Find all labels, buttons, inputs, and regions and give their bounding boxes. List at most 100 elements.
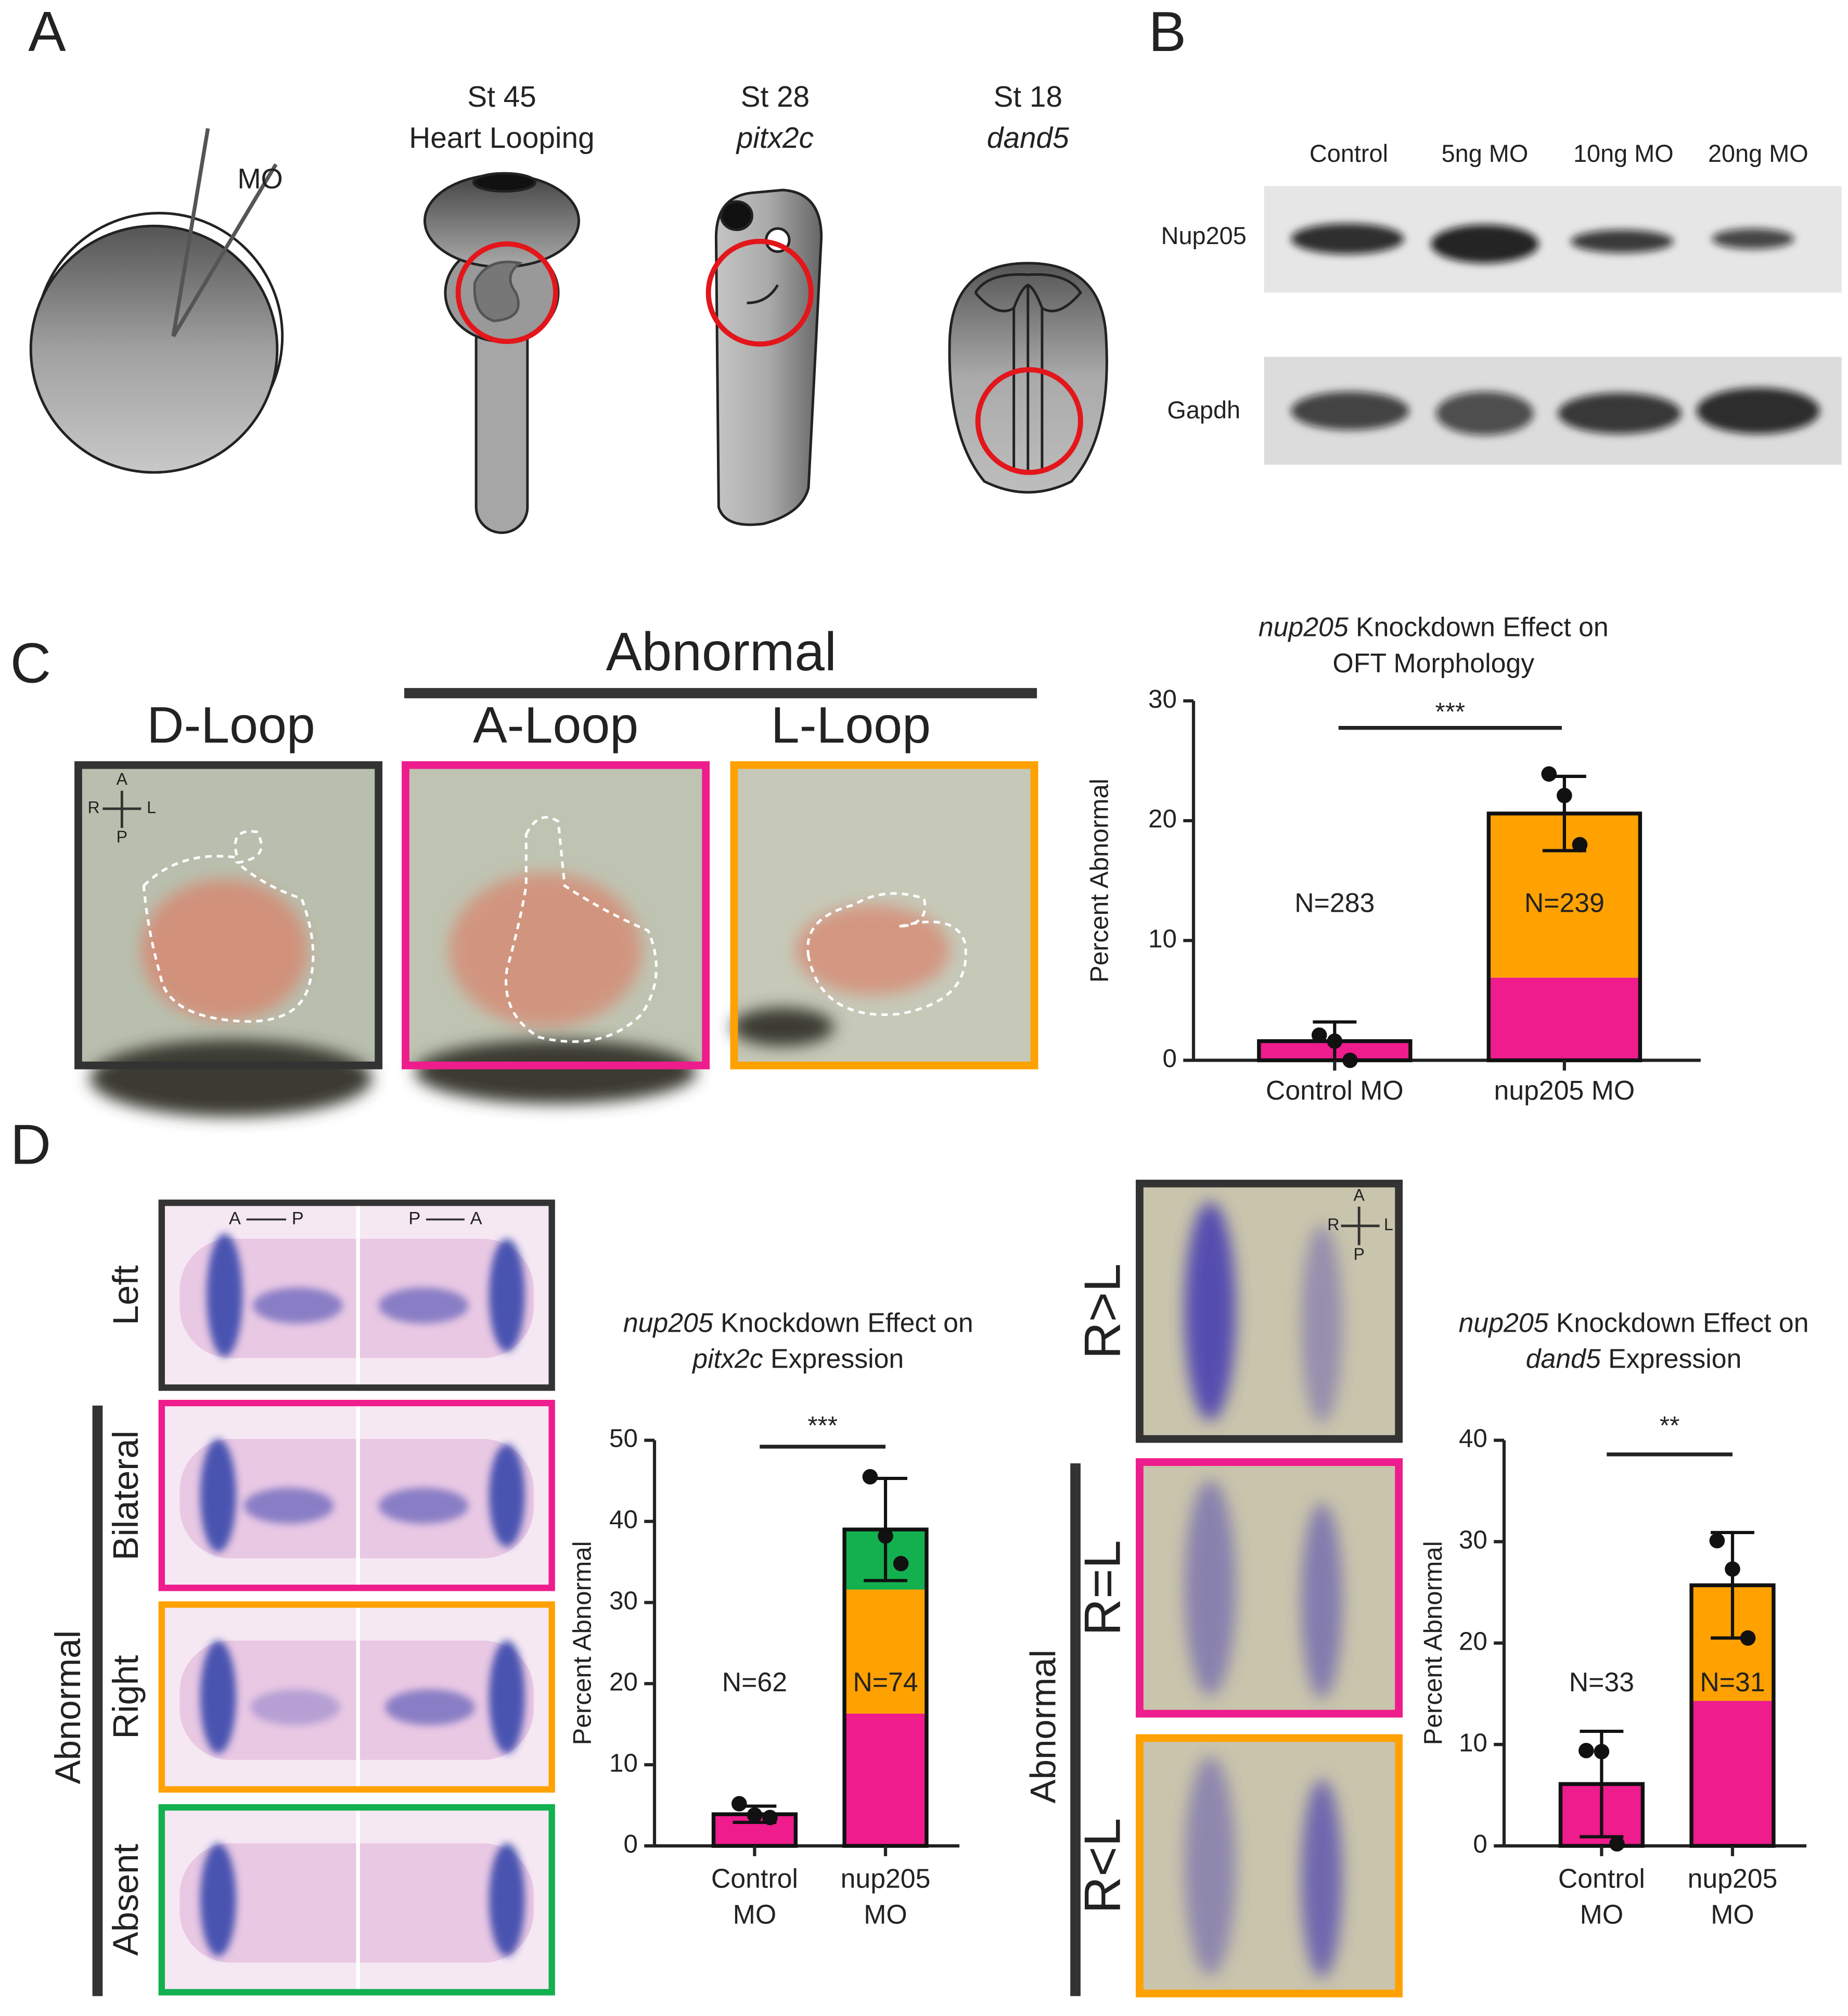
title-part: nup205 xyxy=(1459,1307,1549,1337)
data-point xyxy=(1557,787,1572,803)
data-point xyxy=(862,1469,878,1485)
title-part: Expression xyxy=(763,1343,904,1373)
title-part: nup205 xyxy=(1259,611,1349,642)
data-point xyxy=(1311,1027,1327,1043)
title-part: OFT Morphology xyxy=(1332,647,1534,678)
n-label: N=33 xyxy=(1569,1667,1634,1697)
axis-letter: A xyxy=(470,1209,482,1229)
heart-image xyxy=(730,761,1038,1069)
phenotype-label: Right xyxy=(105,1655,146,1739)
phenotype-label: D-Loop xyxy=(147,696,315,754)
significance-label: *** xyxy=(1435,698,1466,726)
y-tick-label: 40 xyxy=(1459,1424,1487,1453)
phenotype-label: L-Loop xyxy=(771,696,931,754)
group-label: Abnormal xyxy=(47,1630,88,1784)
n-label: N=31 xyxy=(1700,1667,1765,1697)
axis-letter: A xyxy=(117,770,128,788)
embryo-image xyxy=(158,1399,555,1591)
bar-chart: nup205 Knockdown Effect on dand5 Expressi… xyxy=(1419,1307,1809,1929)
western-blot xyxy=(1264,186,1842,465)
data-point xyxy=(1609,1836,1625,1852)
stain xyxy=(378,1487,469,1524)
stain xyxy=(385,1689,475,1726)
image-frame xyxy=(1136,1734,1403,1998)
y-tick-label: 20 xyxy=(1459,1627,1487,1655)
data-point xyxy=(1342,1052,1358,1068)
stain xyxy=(1301,1225,1343,1423)
axis-letter: L xyxy=(1384,1215,1393,1234)
y-tick-label: 10 xyxy=(1459,1728,1487,1757)
y-tick-label: 0 xyxy=(1473,1830,1487,1858)
stain xyxy=(1301,1503,1343,1699)
group-label: Abnormal xyxy=(1023,1650,1063,1804)
data-point xyxy=(1541,766,1557,782)
data-point xyxy=(762,1809,778,1826)
n-label: N=62 xyxy=(722,1667,787,1697)
image-frame xyxy=(158,1804,555,1996)
explant-image xyxy=(1136,1458,1403,1718)
significance-label: ** xyxy=(1660,1411,1679,1440)
data-point xyxy=(1740,1630,1756,1646)
stain xyxy=(243,1487,334,1524)
stain xyxy=(489,1239,525,1352)
pitx2c-images xyxy=(158,1200,555,1996)
title-part: pitx2c xyxy=(691,1343,763,1373)
axis-letter: P xyxy=(117,827,127,846)
y-tick-label: 10 xyxy=(609,1749,638,1777)
chart-title: nup205 Knockdown Effect on xyxy=(1459,1307,1809,1337)
axis-letter: P xyxy=(408,1209,420,1229)
data-point xyxy=(1709,1533,1725,1549)
data-point xyxy=(1572,837,1588,852)
y-tick-label: 40 xyxy=(609,1505,638,1534)
bar-chart: nup205 Knockdown Effect on pitx2c Express… xyxy=(568,1307,973,1929)
axis-letter: P xyxy=(292,1209,304,1229)
stain xyxy=(489,1843,525,1957)
axis-letter: P xyxy=(1354,1245,1365,1264)
stage-marker: Heart Looping xyxy=(409,122,594,155)
stage-marker: pitx2c xyxy=(736,122,814,155)
lane-label: 5ng MO xyxy=(1442,140,1529,167)
tadpole-diagram xyxy=(424,172,580,534)
stain xyxy=(250,1689,340,1726)
data-point xyxy=(1578,1743,1594,1758)
title-part: nup205 xyxy=(623,1307,713,1337)
protein-label: Gapdh xyxy=(1167,397,1240,424)
axis-letter: A xyxy=(229,1209,241,1229)
chart-title: pitx2c Expression xyxy=(691,1343,904,1373)
image-frame xyxy=(1136,1179,1403,1443)
significance-label: *** xyxy=(807,1411,838,1440)
embryo-image xyxy=(158,1804,555,1996)
dand5-images xyxy=(1136,1179,1403,1998)
image-frame xyxy=(1136,1458,1403,1718)
x-tick-label: Control xyxy=(1558,1863,1645,1893)
n-label: N=239 xyxy=(1524,888,1605,918)
x-tick-label: nup205 xyxy=(1688,1863,1778,1893)
x-tick-label: nup205 MO xyxy=(1494,1075,1635,1105)
chart-title: nup205 Knockdown Effect on xyxy=(1259,611,1609,642)
embryo-image xyxy=(158,1601,555,1793)
image-frame xyxy=(158,1200,555,1391)
stain xyxy=(200,1640,236,1754)
stain xyxy=(1184,1202,1236,1421)
panel-label: C xyxy=(10,631,51,694)
lane-label: 20ng MO xyxy=(1708,140,1808,167)
x-tick-label: nup205 xyxy=(841,1863,931,1893)
stage-label: St 28 xyxy=(741,81,810,113)
image-frame xyxy=(158,1601,555,1793)
y-tick-label: 20 xyxy=(609,1667,638,1696)
stage-label: St 18 xyxy=(994,81,1062,113)
tailbud-diagram xyxy=(705,188,823,526)
stain xyxy=(1184,1756,1236,1975)
protein-label: Nup205 xyxy=(1161,222,1247,249)
phenotype-label: R<L xyxy=(1073,1818,1131,1913)
phenotype-label: R>L xyxy=(1073,1264,1131,1359)
phenotype-label: Bilateral xyxy=(105,1431,146,1560)
axis-letter: R xyxy=(1327,1215,1339,1234)
data-point xyxy=(878,1528,893,1544)
stage-label: St 45 xyxy=(467,81,536,113)
heart-image xyxy=(74,761,383,1117)
stain xyxy=(200,1439,236,1552)
phenotype-label: A-Loop xyxy=(473,696,638,754)
phenotype-label: Left xyxy=(105,1265,146,1325)
